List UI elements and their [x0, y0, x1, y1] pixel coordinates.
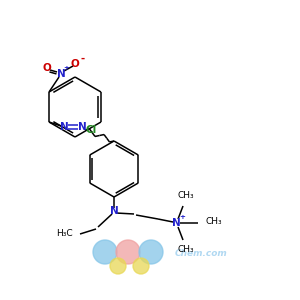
- Text: N: N: [60, 122, 68, 132]
- Text: O: O: [70, 59, 80, 69]
- Text: N: N: [57, 69, 65, 79]
- Text: Cl: Cl: [85, 125, 97, 135]
- Text: N: N: [172, 218, 180, 228]
- Text: +: +: [179, 214, 185, 220]
- Text: N: N: [110, 206, 118, 216]
- Text: -: -: [81, 54, 85, 64]
- Text: O: O: [43, 63, 51, 73]
- Circle shape: [93, 240, 117, 264]
- Text: CH₃: CH₃: [178, 191, 194, 200]
- Circle shape: [110, 258, 126, 274]
- Text: H₃C: H₃C: [56, 230, 72, 238]
- Text: N: N: [78, 122, 86, 132]
- Text: +: +: [63, 65, 69, 71]
- Text: CH₃: CH₃: [206, 218, 222, 226]
- Circle shape: [133, 258, 149, 274]
- Text: CH₃: CH₃: [178, 245, 194, 254]
- Circle shape: [139, 240, 163, 264]
- Circle shape: [116, 240, 140, 264]
- Text: Chem.com: Chem.com: [175, 248, 228, 257]
